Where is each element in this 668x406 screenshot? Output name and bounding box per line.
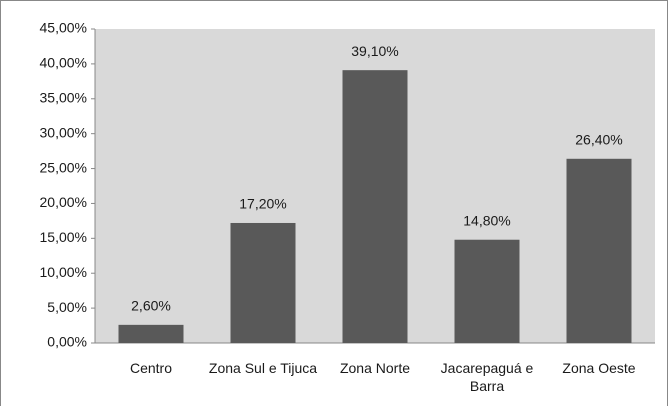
- x-tick-label: Centro: [129, 360, 173, 376]
- value-label: 39,10%: [351, 43, 398, 59]
- bar: [230, 222, 296, 343]
- y-tick-label: 20,00%: [40, 194, 87, 210]
- x-tick-label: Jacarepaguá e Barra: [440, 360, 534, 394]
- x-tick-label: Zona Oeste: [562, 360, 636, 376]
- bar: [342, 70, 408, 344]
- y-tick-label: 15,00%: [40, 229, 87, 245]
- value-label: 17,20%: [239, 196, 286, 212]
- y-tick-label: 5,00%: [47, 299, 87, 315]
- y-tick-label: 25,00%: [40, 159, 87, 175]
- bar: [118, 324, 184, 343]
- y-tick-label: 45,00%: [40, 20, 87, 36]
- y-tick-label: 0,00%: [47, 334, 87, 350]
- x-tick-label: Zona Norte: [339, 360, 411, 376]
- value-label: 14,80%: [463, 212, 510, 228]
- value-label: 2,60%: [131, 298, 171, 314]
- y-tick-label: 10,00%: [40, 264, 87, 280]
- x-tick-label: Zona Sul e Tijuca: [208, 360, 318, 376]
- value-label: 26,40%: [575, 131, 622, 147]
- bar: [454, 239, 520, 343]
- y-tick-label: 30,00%: [40, 124, 87, 140]
- y-tick-label: 35,00%: [40, 89, 87, 105]
- y-tick-label: 40,00%: [40, 55, 87, 71]
- bar: [566, 158, 632, 343]
